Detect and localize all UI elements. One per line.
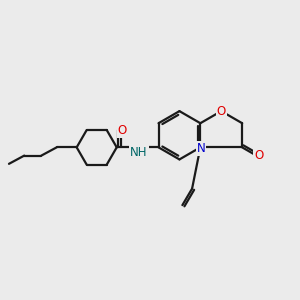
- Text: O: O: [118, 124, 127, 137]
- Text: O: O: [217, 105, 226, 118]
- Text: NH: NH: [130, 146, 148, 159]
- Text: O: O: [254, 148, 264, 161]
- Text: N: N: [196, 142, 205, 155]
